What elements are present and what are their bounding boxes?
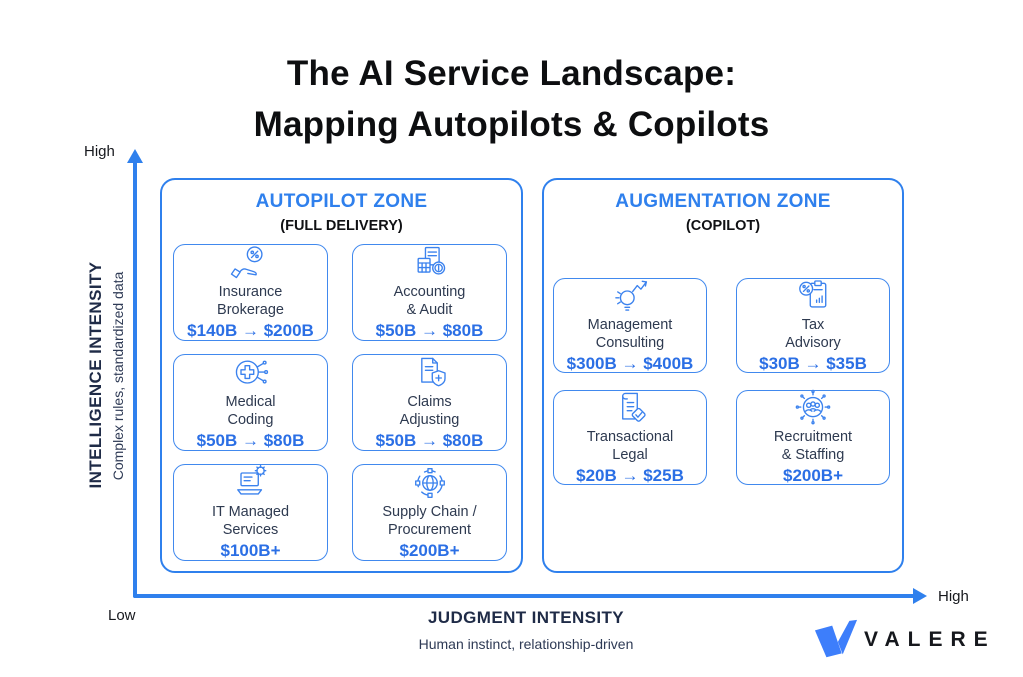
y-axis-subtitle: Complex rules, standardized data	[110, 271, 126, 481]
card-value: $50B → $80B	[196, 431, 305, 450]
card-name: IT Managed Services	[211, 504, 290, 538]
augmentation-zone-title: AUGMENTATION ZONE	[615, 191, 831, 212]
people-network-icon	[795, 389, 831, 425]
card-name: Medical Coding	[225, 394, 276, 428]
document-calculator-coin-icon	[417, 246, 445, 275]
autopilot-zone-subtitle: (FULL DELIVERY)	[280, 218, 403, 234]
card-medical-coding: Medical Coding $50B → $80B	[173, 354, 328, 451]
card-transactional-legal: Transactional Legal $20B → $25B	[553, 390, 707, 485]
card-value: $20B → $25B	[576, 466, 684, 485]
augmentation-zone-subtitle: (COPILOT)	[685, 218, 761, 234]
card-value: $50B → $80B	[375, 321, 484, 340]
y-axis-arrowhead-icon	[127, 149, 143, 163]
card-value: $140B → $200B	[187, 321, 314, 340]
page-title: The AI Service Landscape: Mapping Autopi…	[0, 48, 1023, 150]
x-axis-line	[133, 594, 915, 598]
card-name: Claims Adjusting	[399, 394, 460, 428]
page-title-line1: The AI Service Landscape:	[286, 54, 737, 93]
card-name: Tax Advisory	[785, 317, 841, 351]
card-name: Management Consulting	[587, 317, 673, 351]
autopilot-cards-grid: Insurance Brokerage $140B → $200B	[173, 244, 507, 561]
card-value: $50B → $80B	[375, 431, 484, 450]
augmentation-cards-grid: Management Consulting $300B → $400B Tax …	[553, 278, 890, 485]
card-value: $200B+	[782, 466, 844, 485]
x-axis-title: JUDGMENT INTENSITY	[427, 608, 625, 627]
augmentation-zone: AUGMENTATION ZONE (COPILOT) Management C…	[542, 178, 904, 573]
card-value: $100B+	[220, 541, 281, 560]
document-shield-icon	[420, 357, 446, 387]
clipboard-percent-chart-icon	[799, 280, 827, 308]
card-insurance-brokerage: Insurance Brokerage $140B → $200B	[173, 244, 328, 341]
card-value: $30B → $35B	[759, 354, 867, 373]
idea-growth-arrow-icon	[615, 280, 648, 311]
card-name: Accounting & Audit	[393, 284, 466, 318]
card-name: Supply Chain / Procurement	[382, 504, 477, 538]
card-accounting-audit: Accounting & Audit $50B → $80B	[352, 244, 507, 341]
card-name: Transactional Legal	[586, 429, 674, 463]
card-management-consulting: Management Consulting $300B → $400B	[553, 278, 707, 373]
medical-cross-circuit-icon	[235, 360, 268, 384]
card-value: $300B → $400B	[566, 354, 694, 373]
autopilot-zone-title: AUTOPILOT ZONE	[255, 191, 428, 212]
y-axis-low-label: Low	[108, 607, 136, 624]
card-recruitment-staffing: Recruitment & Staffing $200B+	[736, 389, 890, 485]
card-name: Insurance Brokerage	[217, 284, 284, 318]
contract-check-icon	[622, 392, 646, 422]
y-axis-line	[133, 161, 137, 598]
card-value: $200B+	[399, 541, 460, 560]
autopilot-zone: AUTOPILOT ZONE (FULL DELIVERY) Insurance…	[160, 178, 523, 573]
card-it-managed-services: IT Managed Services $100B+	[173, 464, 328, 561]
card-claims-adjusting: Claims Adjusting $50B → $80B	[352, 354, 507, 451]
x-axis-subtitle: Human instinct, relationship-driven	[418, 636, 634, 652]
y-axis-high-label: High	[84, 143, 115, 160]
valere-logo: VALERE	[812, 618, 996, 662]
valere-logo-text: VALERE	[864, 628, 996, 651]
x-axis-arrowhead-icon	[913, 588, 927, 604]
laptop-gear-icon	[236, 464, 266, 495]
globe-cycle-icon	[414, 468, 445, 498]
page-title-line2: Mapping Autopilots & Copilots	[253, 105, 770, 144]
x-axis-high-label: High	[938, 588, 969, 605]
card-tax-advisory: Tax Advisory $30B → $35B	[736, 278, 890, 373]
y-axis-title: INTELLIGENCE INTENSITY	[86, 261, 105, 489]
card-supply-chain-procurement: Supply Chain / Procurement $200B+	[352, 464, 507, 561]
card-name: Recruitment & Staffing	[773, 429, 853, 463]
hand-coin-percent-icon	[230, 246, 263, 279]
valere-logo-icon	[814, 619, 858, 658]
